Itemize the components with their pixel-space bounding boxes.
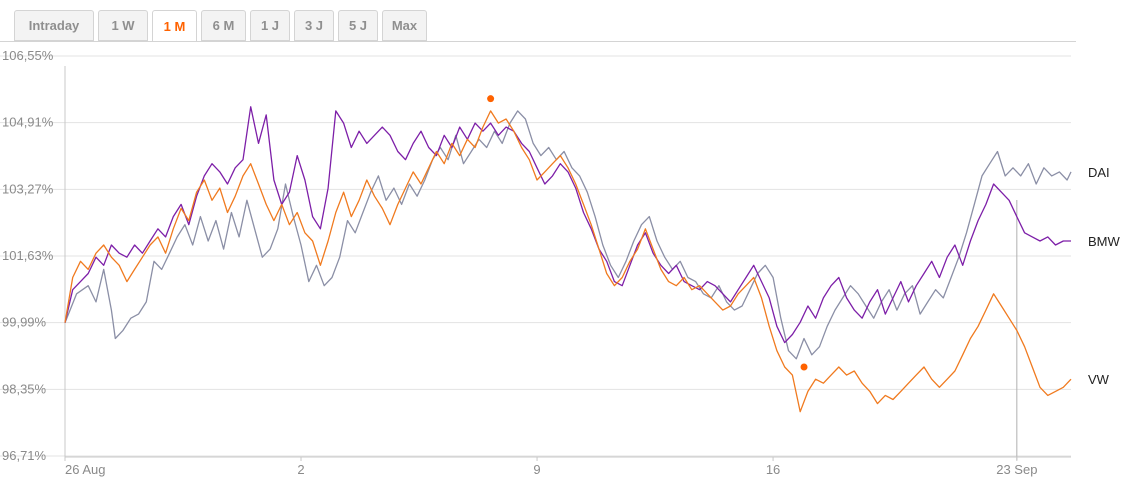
y-tick-label: 99,99% bbox=[2, 315, 47, 330]
series-label-bmw: BMW bbox=[1088, 234, 1121, 249]
y-tick-label: 103,27% bbox=[2, 181, 54, 196]
x-tick-label: 2 bbox=[297, 462, 304, 477]
tab-6-m[interactable]: 6 M bbox=[201, 10, 246, 41]
tab-3-j[interactable]: 3 J bbox=[294, 10, 334, 41]
y-tick-label: 106,55% bbox=[2, 48, 54, 63]
series-line-vw bbox=[64, 110, 1072, 413]
x-tick-label: 23 Sep bbox=[996, 462, 1037, 477]
y-tick-label: 104,91% bbox=[2, 115, 54, 130]
tab-1-m[interactable]: 1 M bbox=[152, 10, 197, 42]
series-line-dai bbox=[64, 110, 1072, 360]
y-tick-label: 96,71% bbox=[2, 448, 47, 463]
x-tick-label: 16 bbox=[766, 462, 780, 477]
y-tick-label: 101,63% bbox=[2, 248, 54, 263]
tab-5-j[interactable]: 5 J bbox=[338, 10, 378, 41]
x-tick-label: 9 bbox=[533, 462, 540, 477]
x-tick-label: 26 Aug bbox=[65, 462, 106, 477]
tabs-divider bbox=[0, 41, 1076, 42]
extreme-marker bbox=[487, 95, 495, 103]
tab-max[interactable]: Max bbox=[382, 10, 427, 41]
series-label-dai: DAI bbox=[1088, 165, 1110, 180]
series-line-bmw bbox=[64, 106, 1071, 344]
extreme-marker bbox=[800, 363, 808, 371]
tab-1-w[interactable]: 1 W bbox=[98, 10, 148, 41]
series-label-vw: VW bbox=[1088, 372, 1110, 387]
y-tick-label: 98,35% bbox=[2, 381, 47, 396]
tab-intraday[interactable]: Intraday bbox=[14, 10, 94, 41]
tab-1-j[interactable]: 1 J bbox=[250, 10, 290, 41]
